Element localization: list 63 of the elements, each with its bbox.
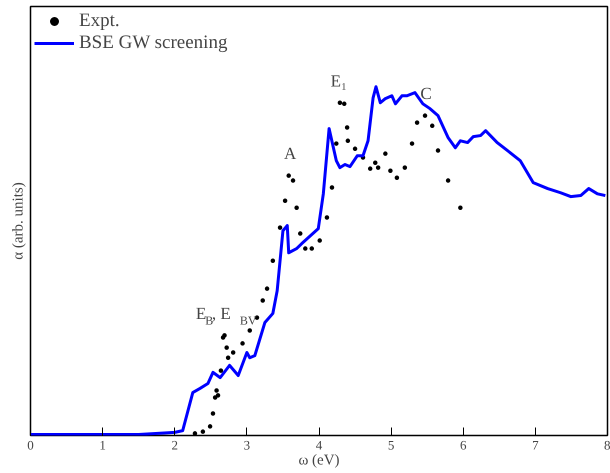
point	[282, 198, 288, 204]
point	[334, 141, 339, 146]
point	[270, 258, 276, 264]
point	[218, 368, 224, 373]
point	[383, 151, 388, 156]
point	[310, 246, 314, 251]
legend-label: BSE GW screening	[79, 32, 228, 54]
x-axis-title: ω (eV)	[298, 452, 340, 468]
point	[216, 393, 220, 398]
point	[286, 173, 291, 178]
point	[303, 246, 308, 251]
point	[458, 206, 463, 210]
legend-label: Expt.	[79, 10, 120, 32]
point	[436, 148, 440, 153]
point	[317, 238, 322, 243]
point	[200, 429, 206, 434]
point	[342, 102, 346, 106]
point	[214, 388, 219, 393]
point	[376, 165, 380, 170]
x-tick-label: 3	[244, 438, 250, 452]
point	[264, 286, 270, 291]
point	[410, 141, 414, 146]
x-tick-label: 0	[27, 438, 34, 452]
point	[388, 168, 393, 174]
x-tick-label: 1	[99, 438, 106, 452]
x-tick-label: 8	[604, 438, 610, 452]
point	[290, 178, 296, 183]
point	[240, 341, 245, 346]
point	[430, 124, 434, 128]
annotation: C	[420, 84, 432, 104]
x-tick-label: 2	[172, 438, 178, 452]
x-tick-label: 6	[460, 438, 467, 452]
point	[402, 165, 408, 170]
point	[338, 100, 342, 106]
point	[248, 328, 252, 333]
point	[294, 206, 299, 210]
point	[298, 231, 302, 236]
annotation: E₁	[330, 71, 347, 90]
point	[212, 395, 218, 400]
annotation: A	[284, 144, 298, 164]
point	[278, 225, 282, 230]
y-axis-title: α (arb. units)	[10, 182, 26, 260]
point	[230, 350, 236, 355]
point	[324, 215, 330, 220]
x-tick-label: 5	[388, 438, 394, 452]
point	[192, 431, 198, 436]
point	[330, 185, 334, 190]
point	[260, 298, 265, 303]
x-tick-label: 4	[316, 438, 323, 452]
point	[394, 176, 400, 180]
point	[422, 113, 428, 118]
point	[373, 160, 378, 165]
point	[208, 424, 212, 429]
point	[344, 125, 350, 130]
point	[224, 345, 229, 350]
point	[346, 138, 350, 144]
point	[226, 355, 230, 360]
point	[414, 120, 420, 125]
point	[210, 411, 216, 416]
point	[446, 178, 450, 183]
point	[352, 146, 358, 152]
point	[368, 166, 372, 171]
x-tick-label: 7	[532, 438, 540, 452]
